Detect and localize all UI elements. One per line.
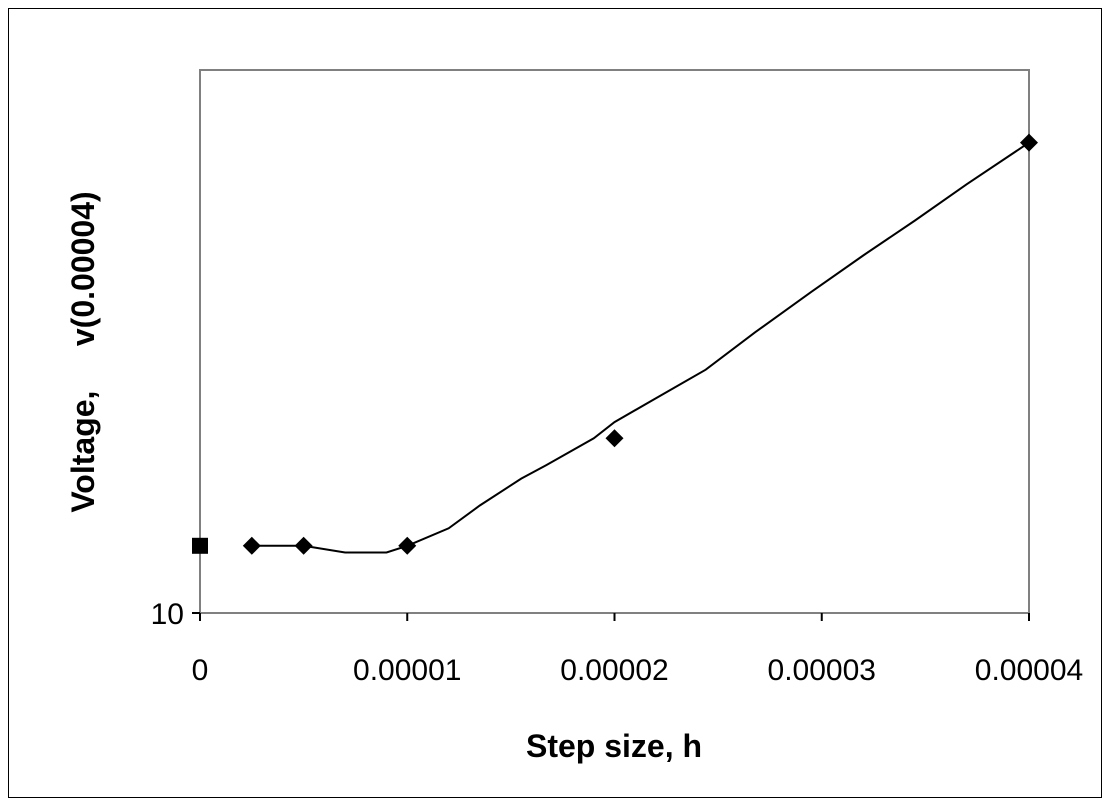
x-tick-label: 0.00001 (353, 654, 461, 687)
diamond-marker (242, 536, 261, 555)
x-tick-label: 0.00002 (560, 654, 668, 687)
x-tick-label: 0.00004 (975, 654, 1083, 687)
series-line (251, 141, 1030, 554)
x-tick-label: 0 (192, 654, 209, 687)
diamond-marker (1020, 133, 1038, 152)
y-axis-title: Voltage, v(0.00004) (65, 191, 101, 512)
diamond-marker (398, 536, 417, 555)
diamond-marker (605, 429, 624, 448)
x-tick-label: 0.00003 (768, 654, 876, 687)
diamond-marker (294, 536, 313, 555)
x-axis-title: Step size, h (526, 728, 702, 764)
y-tick-label: 10 (151, 598, 184, 631)
square-marker (192, 537, 208, 554)
plot-area (199, 69, 1030, 614)
